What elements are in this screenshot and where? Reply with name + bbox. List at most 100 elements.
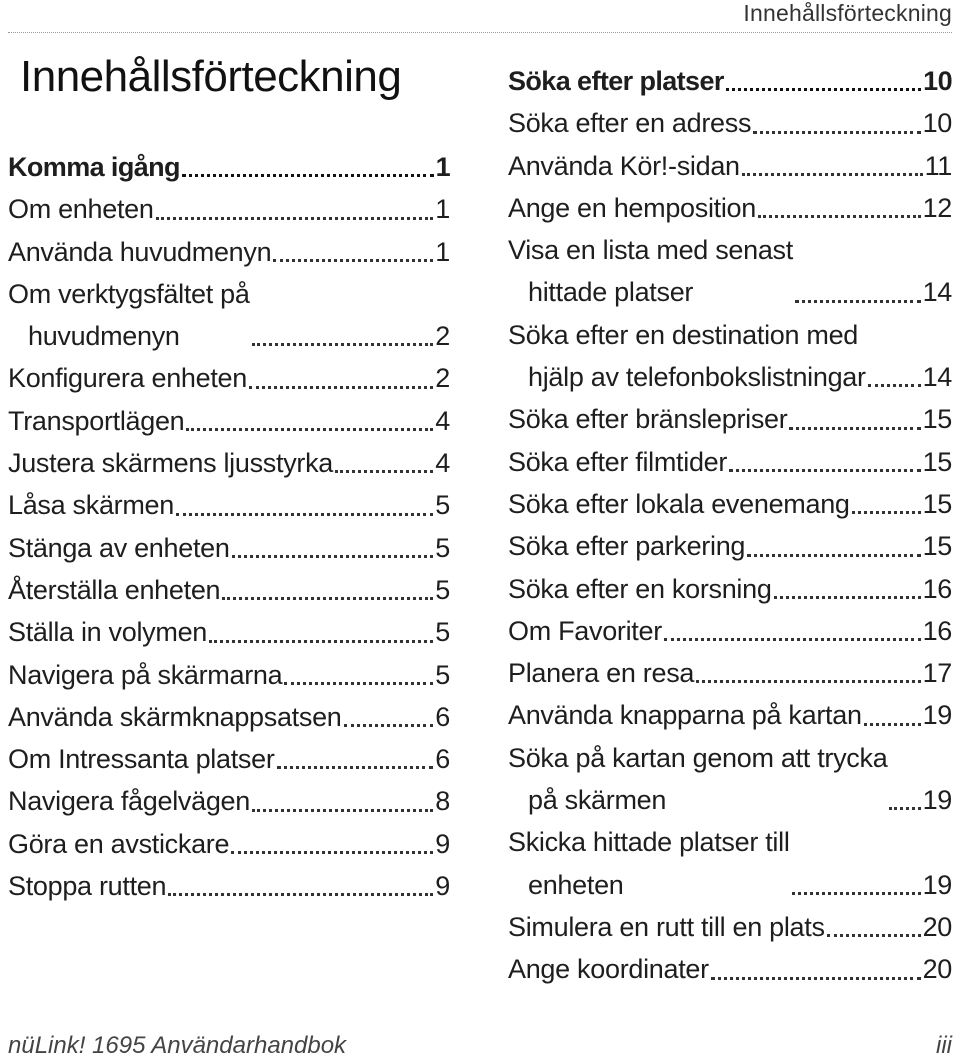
toc-entry-label: Söka efter lokala evenemang xyxy=(508,488,850,519)
dot-leader xyxy=(276,766,434,770)
toc-entry[interactable]: Visa en lista med senast hittade platser 1… xyxy=(508,229,952,314)
toc-entry[interactable]: Använda Kör!-sidan 11 xyxy=(508,145,952,187)
toc-entry[interactable]: Söka efter en adress 10 xyxy=(508,102,952,144)
toc-entry[interactable]: Söka efter en korsning 16 xyxy=(508,568,952,610)
toc-entry[interactable]: Söka efter lokala evenemang 15 xyxy=(508,483,952,525)
dot-leader xyxy=(155,216,434,220)
toc-entry[interactable]: Använda knapparna på kartan 19 xyxy=(508,694,952,736)
toc-entry-label: Om enheten xyxy=(8,194,154,225)
toc-entry[interactable]: Om Intressanta platser 6 xyxy=(8,738,450,780)
toc-entry-label-line2: på skärmen xyxy=(528,785,667,816)
dot-leader xyxy=(696,680,921,684)
toc-page-number: 2 xyxy=(435,321,450,352)
toc-entry[interactable]: Låsa skärmen 5 xyxy=(8,484,450,526)
toc-entry[interactable]: Använda skärmknappsatsen 6 xyxy=(8,696,450,738)
toc-entry-label: Ange en hemposition xyxy=(508,192,756,223)
toc-page-number: 20 xyxy=(922,954,953,985)
toc-entry[interactable]: Konfigurera enheten 2 xyxy=(8,357,450,399)
toc-entry[interactable]: Planera en resa 17 xyxy=(508,652,952,694)
dot-leader xyxy=(209,639,434,643)
toc-page-number: 8 xyxy=(435,786,450,817)
dot-leader xyxy=(753,130,921,134)
toc-entry-label: Om Intressanta platser xyxy=(8,744,275,775)
toc-entry-label: Använda skärmknappsatsen xyxy=(8,701,342,732)
toc-page-number: 4 xyxy=(435,448,450,479)
dot-leader xyxy=(231,554,434,558)
toc-entry-label-line1: Om verktygsfältet på xyxy=(8,278,250,309)
toc-entry-label: Söka efter en adress xyxy=(508,108,752,139)
toc-entry-label: Återställa enheten xyxy=(8,574,221,605)
toc-entry-label: Simulera en rutt till en plats xyxy=(508,911,825,942)
toc-entry[interactable]: Transportlägen 4 xyxy=(8,400,450,442)
toc-entry-label: Navigera på skärmarna xyxy=(8,659,283,690)
toc-entry[interactable]: Ange koordinater 20 xyxy=(508,948,952,990)
toc-entry-label: Använda huvudmenyn xyxy=(8,236,272,267)
toc-entry-label: Justera skärmens ljusstyrka xyxy=(8,448,333,479)
toc-page-number: 14 xyxy=(922,277,953,308)
dot-leader xyxy=(789,426,921,430)
toc-entry[interactable]: Återställa enheten 5 xyxy=(8,569,450,611)
toc-section-entry[interactable]: Söka efter platser 10 xyxy=(508,60,953,102)
toc-entry[interactable]: Navigera på skärmarna 5 xyxy=(8,654,450,696)
toc-page-number: 4 xyxy=(435,405,450,436)
toc-page-number: 15 xyxy=(922,404,953,435)
toc-entry[interactable]: Om Favoriter 16 xyxy=(508,610,952,652)
toc-entry[interactable]: Simulera en rutt till en plats 20 xyxy=(508,906,952,948)
toc-page-number: 15 xyxy=(922,488,953,519)
toc-entry[interactable]: Stänga av enheten 5 xyxy=(8,527,450,569)
toc-page-number: 19 xyxy=(922,700,953,731)
toc-entry-label: Stänga av enheten xyxy=(8,532,230,563)
toc-entry-label: Transportlägen xyxy=(8,405,185,436)
toc-page-number: 6 xyxy=(435,744,450,775)
toc-entry[interactable]: Om verktygsfältet på huvudmenyn 2 xyxy=(8,273,450,358)
toc-page-number: 12 xyxy=(922,192,953,223)
toc-page-number: 1 xyxy=(435,236,450,267)
toc-entry[interactable]: Använda huvudmenyn 1 xyxy=(8,231,450,273)
toc-entry-label: Söka efter parkering xyxy=(508,531,746,562)
dot-leader xyxy=(826,934,921,938)
toc-entry[interactable]: Skicka hittade platser till enheten 19 xyxy=(508,821,952,906)
toc-section-entry[interactable]: Komma igång 1 xyxy=(8,146,451,188)
toc-page-number: 5 xyxy=(435,490,450,521)
dot-leader xyxy=(251,343,434,347)
toc-entry-label: Planera en resa xyxy=(508,658,695,689)
toc-entry-label: Använda Kör!-sidan xyxy=(508,150,740,181)
dot-leader xyxy=(757,215,921,219)
toc-left-column: Komma igång 1 Om enheten 1 Använda huvudmeny… xyxy=(8,146,451,907)
toc-page-number: 11 xyxy=(924,150,953,181)
toc-entry-label: Söka efter platser xyxy=(508,66,724,96)
toc-entry-label-line1: Visa en lista med senast xyxy=(508,235,793,266)
toc-entry-label-line1: Söka efter en destination med xyxy=(508,319,859,350)
toc-entry-label: Ange koordinater xyxy=(508,954,709,985)
toc-entry-label: Ställa in volymen xyxy=(8,617,207,648)
toc-entry[interactable]: Söka efter parkering 15 xyxy=(508,525,952,567)
toc-entry[interactable]: Söka på kartan genom att trycka på skärme… xyxy=(508,737,952,822)
toc-entry[interactable]: Om enheten 1 xyxy=(8,188,450,230)
toc-entry-label: Söka efter en korsning xyxy=(508,573,772,604)
toc-entry[interactable]: Navigera fågelvägen 8 xyxy=(8,780,450,822)
toc-entry[interactable]: Göra en avstickare 9 xyxy=(8,823,450,865)
toc-entry-label: Söka på kartan genom att trycka på skärme… xyxy=(508,737,888,822)
toc-page-number: 10 xyxy=(923,66,952,96)
toc-entry[interactable]: Stoppa rutten 9 xyxy=(8,865,450,907)
toc-entry-label: Söka efter en destination med hjälp av te… xyxy=(508,314,866,399)
dot-leader xyxy=(710,976,921,980)
toc-entry[interactable]: Justera skärmens ljusstyrka 4 xyxy=(8,442,450,484)
toc-right-column: Söka efter platser 10 Söka efter en adress… xyxy=(508,60,953,991)
dot-leader xyxy=(335,470,434,474)
toc-page-number: 9 xyxy=(435,828,450,859)
toc-entry-label: Stoppa rutten xyxy=(8,871,167,902)
toc-entry[interactable]: Söka efter en destination med hjälp av te… xyxy=(508,314,952,399)
toc-entry[interactable]: Söka efter filmtider 15 xyxy=(508,441,952,483)
toc-page-number: 14 xyxy=(922,362,953,393)
dot-leader xyxy=(794,299,921,303)
toc-entry-label: Komma igång xyxy=(8,152,181,182)
dot-leader xyxy=(186,428,434,432)
toc-entry[interactable]: Ange en hemposition 12 xyxy=(508,187,952,229)
toc-entry[interactable]: Ställa in volymen 5 xyxy=(8,611,450,653)
toc-entry[interactable]: Söka efter bränslepriser 15 xyxy=(508,398,952,440)
toc-page-number: 5 xyxy=(435,659,450,690)
dot-leader xyxy=(729,468,921,472)
toc-page-number: 6 xyxy=(435,701,450,732)
